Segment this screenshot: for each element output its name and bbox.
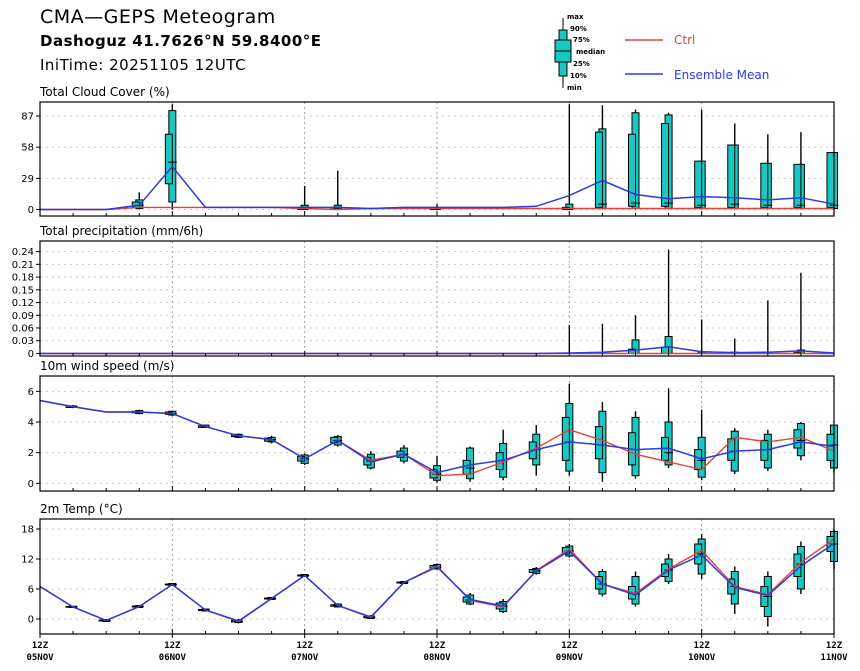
p1-ytick-label-2: 0.06	[12, 323, 34, 334]
key-label-p75: 75%	[573, 36, 590, 44]
p0-box-inner-11	[760, 162, 769, 208]
init-time: IniTime: 20251105 12UTC	[40, 56, 247, 74]
p0-ensemble-line	[40, 165, 835, 211]
xaxis-hour-label-3: 12Z	[429, 641, 446, 651]
xaxis-hour-label-0: 12Z	[32, 641, 49, 651]
p2-box-inner-14	[561, 416, 570, 461]
legend-ctrl-label: Ctrl	[674, 33, 695, 47]
p2-title: 10m wind speed (m/s)	[40, 359, 174, 373]
p1-ytick-label-1: 0.03	[12, 336, 34, 347]
xaxis-date-label-4: 09NOV	[556, 653, 584, 663]
p2-ytick-label-0: 0	[28, 479, 34, 490]
xaxis-date-label-6: 11NOV	[820, 653, 848, 663]
p3-ensemble-line	[39, 542, 835, 622]
p1-ytick-label-5: 0.15	[12, 285, 34, 296]
xaxis-hour-label-5: 12Z	[694, 641, 711, 651]
p2-ytick-label-1: 2	[28, 448, 34, 459]
p0-box-inner-12	[793, 163, 802, 208]
p1-ytick-label-7: 0.21	[12, 260, 34, 271]
p0-ytick-label-2: 58	[21, 143, 34, 154]
p3-ytick-label-1: 6	[28, 585, 34, 596]
p2-box-inner-15	[594, 426, 603, 460]
p0-box-inner-6	[594, 131, 603, 208]
xaxis-hour-label-2: 12Z	[297, 641, 314, 651]
key-label-p25: 25%	[573, 60, 590, 68]
key-label-median: median	[576, 48, 605, 56]
meteogram-title: CMA—GEPS Meteogram	[40, 6, 276, 28]
p3-frame	[39, 518, 835, 635]
xaxis-date-label-1: 06NOV	[159, 653, 187, 663]
xaxis-date-label-0: 05NOV	[26, 653, 54, 663]
legend: Ctrl Ensemble Mean	[625, 33, 769, 82]
p0-box-inner-7	[628, 133, 636, 207]
p1-title: Total precipitation (mm/6h)	[39, 224, 203, 238]
p0-box-inner-1	[164, 133, 173, 185]
legend-ensemble-label: Ensemble Mean	[674, 68, 769, 82]
p3-title: 2m Temp (°C)	[40, 502, 123, 516]
p0-box-inner-10	[727, 144, 736, 208]
p2-box-inner-21	[793, 429, 802, 449]
xaxis-date-label-2: 07NOV	[291, 653, 319, 663]
p1-ytick-label-4: 0.12	[12, 298, 34, 309]
p0-ctrl-line	[40, 206, 834, 211]
p1-frame	[39, 240, 835, 357]
p2-box-inner-22	[826, 433, 835, 461]
p3-ytick-label-3: 18	[21, 525, 34, 536]
p0-ytick-label-0: 0	[28, 205, 34, 216]
xaxis-hour-label-1: 12Z	[164, 641, 181, 651]
key-label-p90: 90%	[570, 25, 587, 33]
p2-box-inner-11	[462, 459, 471, 475]
xaxis-date-label-3: 08NOV	[423, 653, 451, 663]
p0-box-inner-9	[694, 160, 703, 208]
key-label-max: max	[567, 13, 584, 21]
xaxis-hour-label-4: 12Z	[561, 641, 578, 651]
p2-box-inner-19	[727, 438, 736, 461]
p0-ytick-label-1: 29	[21, 174, 34, 185]
key-label-p10: 10%	[570, 72, 587, 80]
p2-ytick-label-3: 6	[28, 387, 34, 398]
p2-ensemble-line	[39, 399, 835, 474]
xaxis-hour-label-6: 12Z	[826, 641, 843, 651]
p2-ytick-label-2: 4	[28, 418, 34, 429]
p0-title: Total Cloud Cover (%)	[39, 85, 170, 99]
p0-box-inner-13	[826, 152, 835, 208]
p2-box-inner-18	[694, 449, 703, 471]
p0-ytick-label-3: 87	[21, 111, 34, 122]
p3-ytick-label-2: 12	[21, 555, 34, 566]
xaxis-date-label-5: 10NOV	[688, 653, 716, 663]
station-location: Dashoguz 41.7626°N 59.8400°E	[40, 32, 322, 50]
p1-ytick-label-3: 0.09	[12, 311, 34, 322]
p1-ytick-label-0: 0	[28, 349, 34, 360]
p1-ytick-label-8: 0.24	[12, 247, 34, 258]
p3-ytick-label-0: 0	[28, 615, 34, 626]
p0-box-inner-8	[661, 123, 670, 207]
box-key: max 90% 75% median 25% 10% min	[554, 13, 605, 92]
p1-ytick-label-6: 0.18	[12, 273, 34, 284]
p3-box-inner-16	[594, 576, 603, 590]
key-label-min: min	[567, 84, 582, 92]
